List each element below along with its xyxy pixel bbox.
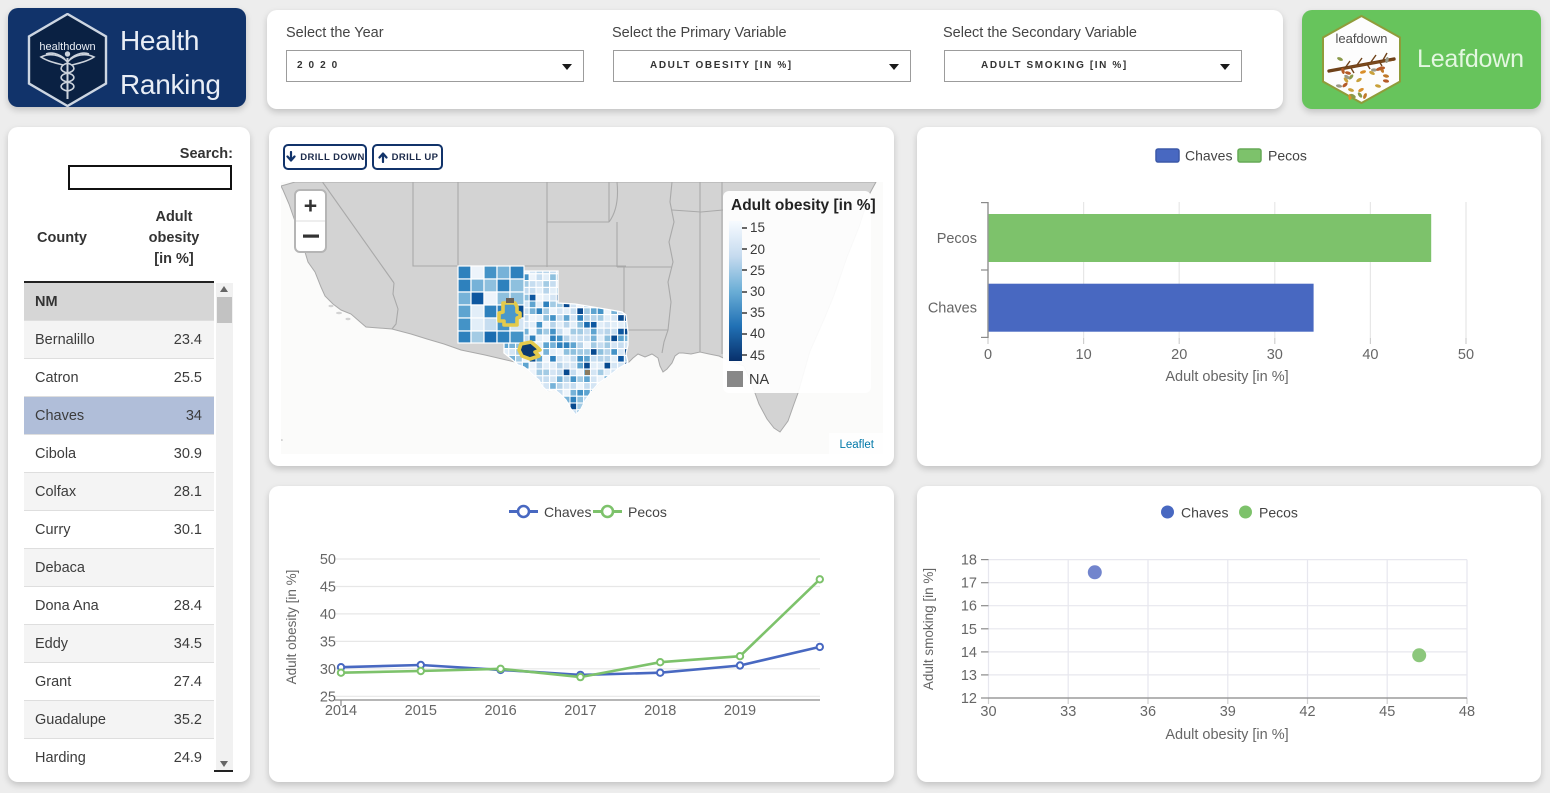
svg-text:42: 42 <box>1299 704 1315 720</box>
svg-text:Adult smoking [in %]: Adult smoking [in %] <box>921 568 936 690</box>
svg-text:2014: 2014 <box>325 703 357 719</box>
svg-text:20: 20 <box>1171 347 1187 363</box>
svg-text:35: 35 <box>320 634 336 650</box>
svg-text:Chaves: Chaves <box>1181 505 1228 521</box>
svg-text:2019: 2019 <box>724 703 756 719</box>
svg-text:Adult obesity [in %]: Adult obesity [in %] <box>1165 369 1288 385</box>
svg-text:2016: 2016 <box>484 703 516 719</box>
svg-text:39: 39 <box>1220 704 1236 720</box>
svg-text:45: 45 <box>1379 704 1395 720</box>
svg-text:Adult obesity [in %]: Adult obesity [in %] <box>284 570 299 685</box>
svg-text:Pecos: Pecos <box>1268 148 1307 164</box>
svg-text:10: 10 <box>1076 347 1092 363</box>
svg-text:Adult obesity [in %]: Adult obesity [in %] <box>731 197 876 214</box>
svg-text:leafdown: leafdown <box>1335 31 1387 46</box>
svg-text:45: 45 <box>320 580 336 596</box>
svg-text:Chaves: Chaves <box>928 301 977 317</box>
svg-text:40: 40 <box>1362 347 1378 363</box>
svg-text:2015: 2015 <box>405 703 437 719</box>
svg-text:Adult obesity [in %]: Adult obesity [in %] <box>1165 727 1288 743</box>
svg-text:Pecos: Pecos <box>1259 505 1298 521</box>
svg-text:30: 30 <box>980 704 996 720</box>
svg-text:Pecos: Pecos <box>937 231 977 247</box>
svg-text:12: 12 <box>961 691 977 707</box>
svg-text:25: 25 <box>320 689 336 705</box>
svg-text:40: 40 <box>750 326 765 341</box>
svg-text:Chaves: Chaves <box>1185 148 1232 164</box>
svg-text:2017: 2017 <box>564 703 596 719</box>
svg-text:33: 33 <box>1060 704 1076 720</box>
svg-text:+: + <box>304 193 317 219</box>
svg-text:15: 15 <box>750 220 765 235</box>
svg-text:17: 17 <box>961 576 977 592</box>
svg-text:25: 25 <box>750 263 765 278</box>
svg-text:20: 20 <box>750 242 765 257</box>
svg-text:30: 30 <box>1267 347 1283 363</box>
svg-text:16: 16 <box>961 599 977 615</box>
svg-text:13: 13 <box>961 668 977 684</box>
svg-text:30: 30 <box>320 662 336 678</box>
svg-text:Leaflet: Leaflet <box>839 439 874 451</box>
svg-text:50: 50 <box>320 552 336 568</box>
svg-text:48: 48 <box>1459 704 1475 720</box>
svg-text:14: 14 <box>961 645 977 661</box>
svg-text:45: 45 <box>750 348 765 363</box>
svg-text:2018: 2018 <box>644 703 676 719</box>
svg-text:40: 40 <box>320 607 336 623</box>
svg-text:36: 36 <box>1140 704 1156 720</box>
svg-text:Chaves: Chaves <box>544 504 591 520</box>
svg-text:50: 50 <box>1458 347 1474 363</box>
svg-text:35: 35 <box>750 305 765 320</box>
svg-text:healthdown: healthdown <box>39 41 95 53</box>
svg-text:Pecos: Pecos <box>628 504 667 520</box>
svg-text:18: 18 <box>961 553 977 569</box>
svg-text:30: 30 <box>750 284 765 299</box>
svg-text:15: 15 <box>961 622 977 638</box>
svg-text:0: 0 <box>984 347 992 363</box>
svg-text:NA: NA <box>749 372 769 388</box>
